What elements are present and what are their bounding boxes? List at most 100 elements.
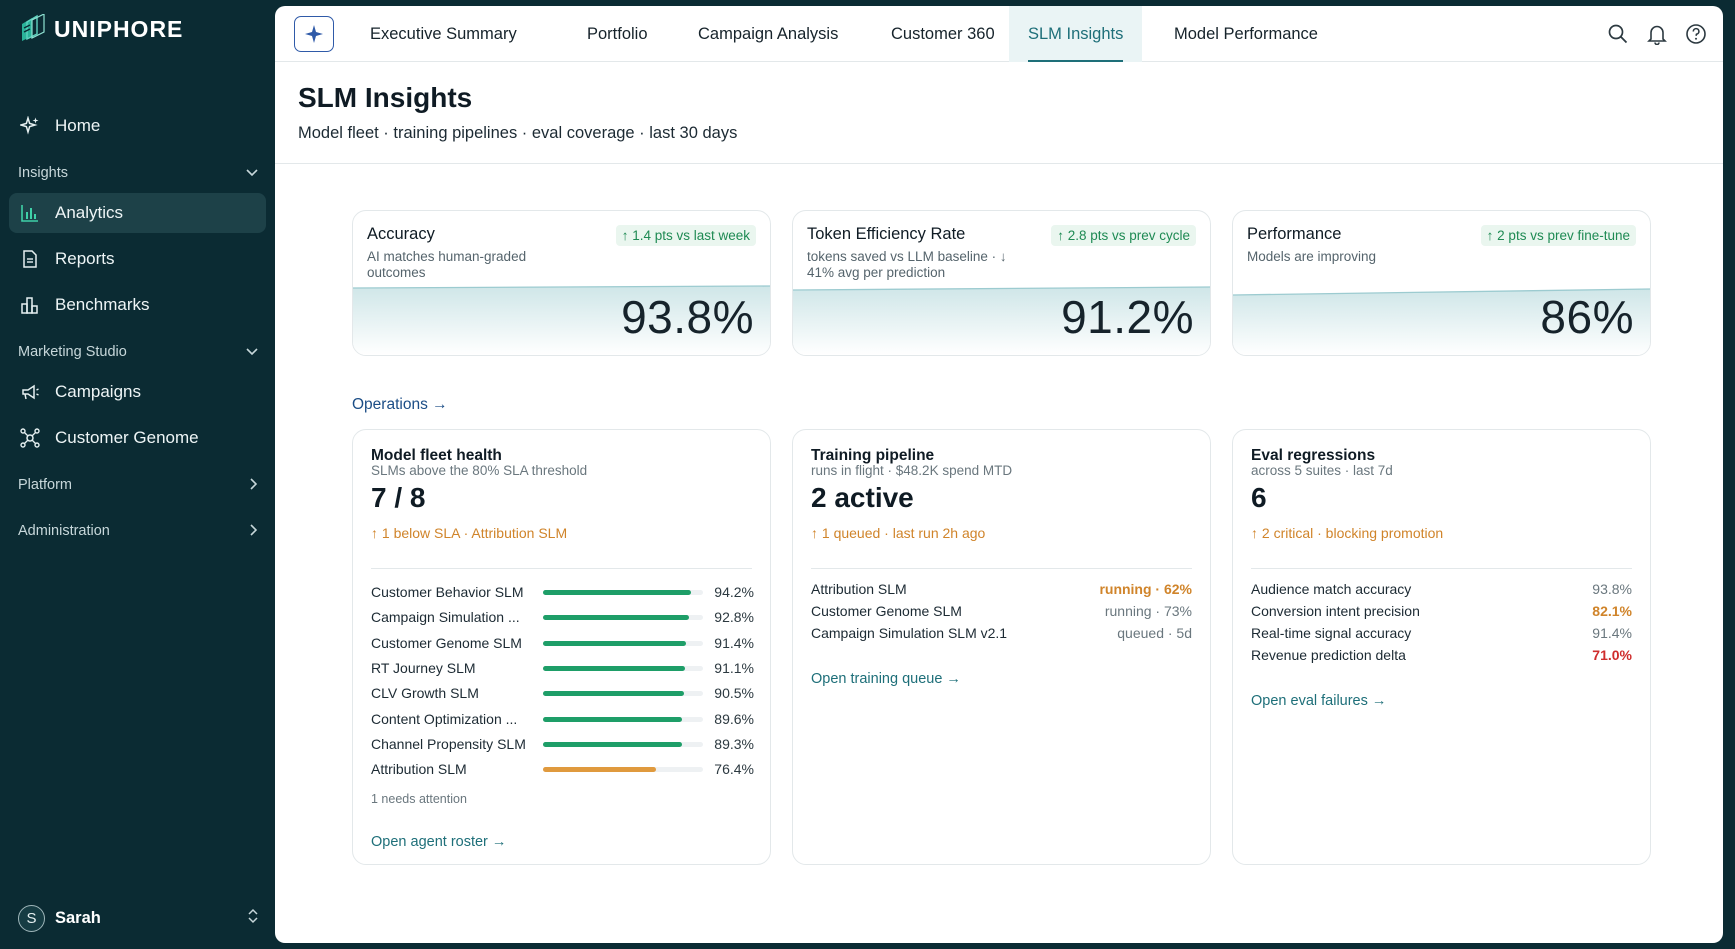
row-value: running · 73% — [1104, 603, 1192, 619]
tab-customer-360[interactable]: Customer 360 — [891, 24, 995, 43]
model-score: 89.6% — [714, 710, 754, 727]
tab-portfolio[interactable]: Portfolio — [587, 24, 648, 43]
sidebar-item-customer-genome[interactable]: Customer Genome — [9, 418, 266, 458]
fleet-row: Campaign Simulation ... 92.8% — [371, 607, 761, 627]
row-label: Real-time signal accuracy — [1251, 625, 1412, 641]
row-label: Campaign Simulation SLM v2.1 — [811, 625, 1008, 641]
tab-model-performance[interactable]: Model Performance — [1174, 24, 1318, 43]
bar-chart-icon — [19, 202, 41, 224]
model-score: 91.1% — [714, 659, 754, 676]
fleet-row: Channel Propensity SLM 89.3% — [371, 734, 761, 754]
uniphore-logo[interactable]: UNIPHORE — [18, 14, 183, 44]
progress-track — [543, 741, 703, 747]
model-name: Channel Propensity SLM — [371, 735, 526, 752]
progress-track — [543, 716, 703, 722]
user-name: Sarah — [55, 908, 101, 927]
fleet-row: RT Journey SLM 91.1% — [371, 658, 761, 678]
card-subtitle: across 5 suites · last 7d — [1251, 463, 1393, 478]
evals-row: Real-time signal accuracy 91.4% — [1251, 625, 1632, 645]
open-agent-roster-link[interactable]: Open agent roster → — [371, 834, 507, 850]
card-note: ↑ 1 below SLA · Attribution SLM — [371, 525, 568, 541]
progress-track — [543, 640, 703, 646]
document-icon — [19, 248, 41, 270]
header-divider — [275, 163, 1723, 164]
model-score: 94.2% — [714, 584, 754, 600]
card-note: ↑ 1 queued · last run 2h ago — [811, 525, 986, 541]
chevron-down-icon — [246, 345, 258, 359]
kpi-value: 86% — [1540, 291, 1634, 343]
tab-executive-summary[interactable]: Executive Summary — [370, 24, 517, 43]
bell-icon[interactable] — [1646, 23, 1668, 45]
ai-assistant-button[interactable] — [294, 16, 334, 52]
help-icon[interactable] — [1685, 23, 1707, 45]
progress-fill — [543, 590, 692, 595]
sparkle-icon — [305, 25, 323, 43]
tab-slm-insights[interactable]: SLM Insights — [1009, 6, 1143, 62]
app-name: UNIPHORE — [54, 15, 184, 42]
kpi-card-performance: Performance Models are improving ↑ 2 pts… — [1232, 210, 1651, 356]
progress-track — [543, 665, 703, 671]
avatar: S — [18, 904, 45, 932]
fleet-row: CLV Growth SLM 90.5% — [371, 683, 761, 703]
trend-badge: ↑ 2 pts vs prev fine-tune — [1480, 225, 1636, 246]
sidebar-item-label: Home — [55, 116, 101, 135]
operations-link[interactable]: Operations → — [352, 396, 448, 413]
tab-campaign-analysis[interactable]: Campaign Analysis — [698, 24, 839, 43]
sidebar-item-reports[interactable]: Reports — [9, 239, 266, 279]
kpi-title: Accuracy — [367, 225, 435, 243]
fleet-row: Customer Behavior SLM 94.2% — [371, 582, 761, 602]
progress-track — [543, 691, 703, 697]
card-subtitle: SLMs above the 80% SLA threshold — [371, 463, 588, 478]
sidebar-item-home[interactable]: Home — [9, 106, 266, 146]
model-score: 76.4% — [714, 761, 754, 778]
divider — [811, 568, 1192, 569]
card-title: Eval regressions — [1251, 447, 1376, 464]
kpi-value: 91.2% — [1061, 291, 1194, 343]
megaphone-icon — [19, 381, 41, 403]
fleet-row: Customer Genome SLM 91.4% — [371, 633, 761, 653]
model-fleet-health-card: Model fleet health SLMs above the 80% SL… — [352, 429, 771, 865]
model-score: 90.5% — [714, 685, 754, 702]
model-name: Attribution SLM — [371, 761, 467, 778]
sidebar-section-platform[interactable]: Platform — [18, 474, 258, 496]
sidebar-section-administration[interactable]: Administration — [18, 520, 258, 542]
progress-track — [543, 767, 703, 773]
card-title: Training pipeline — [811, 447, 935, 464]
sidebar-item-label: Reports — [55, 249, 115, 268]
kpi-description: Models are improving — [1247, 249, 1377, 264]
sidebar-section-marketing-studio[interactable]: Marketing Studio — [18, 341, 258, 363]
open-eval-failures-link[interactable]: Open eval failures → — [1251, 693, 1387, 709]
fleet-row: Content Optimization ... 89.6% — [371, 709, 761, 729]
card-metric: 6 — [1251, 482, 1267, 513]
sidebar-item-label: Benchmarks — [55, 295, 150, 314]
training-row: Campaign Simulation SLM v2.1 queued · 5d — [811, 625, 1192, 645]
user-menu[interactable]: S Sarah — [18, 904, 258, 932]
top-nav: Executive Summary Portfolio Campaign Ana… — [275, 6, 1723, 62]
fleet-row: Attribution SLM 76.4% — [371, 759, 761, 779]
kpi-description: tokens saved vs LLM baseline · ↓ 41% avg… — [807, 249, 1007, 280]
model-name: Content Optimization ... — [371, 710, 518, 727]
search-icon[interactable] — [1607, 23, 1629, 45]
row-value: 82.1% — [1592, 603, 1632, 619]
sparkle-icon — [19, 115, 41, 137]
progress-fill — [543, 640, 686, 646]
sidebar-item-benchmarks[interactable]: Benchmarks — [9, 285, 266, 325]
sidebar-item-analytics[interactable]: Analytics — [9, 193, 266, 233]
sidebar-item-label: Analytics — [55, 203, 124, 222]
progress-track — [543, 590, 703, 595]
divider — [371, 568, 752, 569]
chevron-right-icon — [250, 477, 258, 493]
chevron-updown-icon — [248, 908, 258, 925]
training-row: Customer Genome SLM running · 73% — [811, 603, 1192, 623]
trend-badge: ↑ 1.4 pts vs last week — [615, 225, 756, 246]
model-score: 92.8% — [714, 609, 754, 626]
sidebar-section-insights[interactable]: Insights — [18, 162, 258, 184]
benchmark-icon — [19, 294, 41, 316]
training-row: Attribution SLM running · 62% — [811, 581, 1192, 601]
main-panel: Executive Summary Portfolio Campaign Ana… — [275, 6, 1723, 943]
sidebar-item-campaigns[interactable]: Campaigns — [9, 372, 266, 412]
open-training-queue-link[interactable]: Open training queue → — [811, 671, 961, 687]
kpi-card-accuracy: Accuracy AI matches human-graded outcome… — [352, 210, 771, 356]
card-metric: 2 active — [811, 482, 914, 513]
row-value: running · 62% — [1099, 581, 1192, 597]
